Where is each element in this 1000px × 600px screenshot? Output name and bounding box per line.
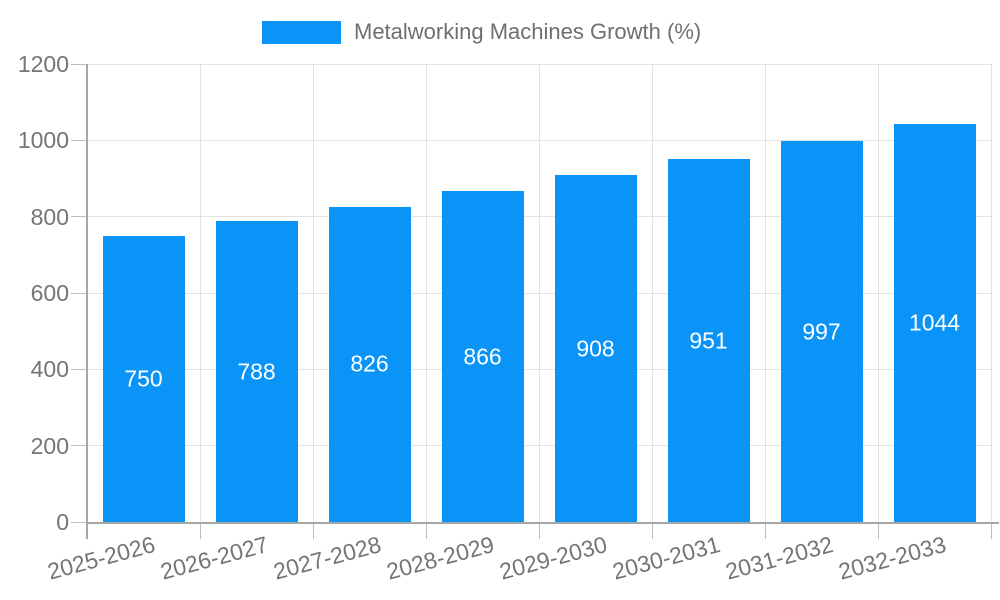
x-tick-mark (199, 522, 201, 539)
x-tick-label: 2026-2027 (157, 531, 271, 585)
y-tick-label: 200 (30, 432, 69, 459)
x-tick-mark (425, 522, 427, 539)
bar-2029-2030[interactable] (554, 175, 637, 522)
x-tick-mark (538, 522, 540, 539)
x-tick-label: 2027-2028 (270, 531, 384, 585)
y-tick-label: 600 (30, 280, 69, 306)
x-tick-mark (990, 522, 992, 539)
bar-2025-2026[interactable] (102, 235, 185, 522)
x-tick-label: 2028-2029 (383, 531, 497, 585)
x-gridline (425, 64, 427, 522)
bar-value-label: 1044 (908, 309, 961, 336)
x-tick-label: 2029-2030 (496, 531, 610, 585)
bar-2030-2031[interactable] (667, 159, 750, 522)
x-axis-line (87, 522, 999, 524)
legend[interactable]: Metalworking Machines Growth (%) (262, 19, 701, 45)
bar-value-label: 826 (350, 350, 389, 377)
bar-value-label: 908 (576, 335, 615, 362)
y-tick-label: 400 (30, 356, 69, 383)
x-gridline (990, 64, 992, 522)
x-gridline (199, 64, 201, 522)
x-tick-label: 2031-2032 (722, 531, 836, 585)
bar-2032-2033[interactable] (893, 123, 976, 522)
y-tick-label: 800 (30, 203, 69, 230)
bar-value-label: 788 (237, 358, 276, 385)
x-gridline (538, 64, 540, 522)
y-tick-label: 0 (56, 509, 69, 535)
bar-2027-2028[interactable] (328, 206, 411, 522)
y-tick-mark (71, 63, 87, 65)
legend-label: Metalworking Machines Growth (%) (354, 19, 702, 44)
x-tick-mark (877, 522, 879, 539)
x-gridline (312, 64, 314, 522)
x-tick-label: 2030-2031 (609, 531, 723, 585)
y-axis-line (86, 64, 88, 539)
x-tick-mark (651, 522, 653, 539)
bar-value-label: 951 (689, 327, 728, 354)
bar-value-label: 866 (463, 343, 502, 370)
bar-2026-2027[interactable] (215, 221, 298, 522)
y-tick-mark (71, 368, 87, 370)
bar-value-label: 997 (802, 318, 841, 345)
y-tick-label: 1200 (17, 51, 69, 77)
legend-swatch (262, 20, 341, 44)
y-tick-mark (71, 445, 87, 447)
y-tick-mark (71, 216, 87, 218)
bar-2028-2029[interactable] (441, 191, 524, 522)
x-tick-mark (764, 522, 766, 539)
x-tick-mark (312, 522, 314, 539)
y-tick-label: 1000 (17, 127, 69, 154)
x-gridline (764, 64, 766, 522)
x-gridline (651, 64, 653, 522)
y-tick-mark (71, 292, 87, 294)
y-tick-mark (71, 521, 87, 523)
bar-2031-2032[interactable] (780, 141, 863, 522)
x-tick-label: 2025-2026 (44, 531, 158, 585)
bar-value-label: 750 (124, 365, 163, 392)
y-tick-mark (71, 139, 87, 141)
x-gridline (877, 64, 879, 522)
x-tick-label: 2032-2033 (835, 531, 949, 585)
